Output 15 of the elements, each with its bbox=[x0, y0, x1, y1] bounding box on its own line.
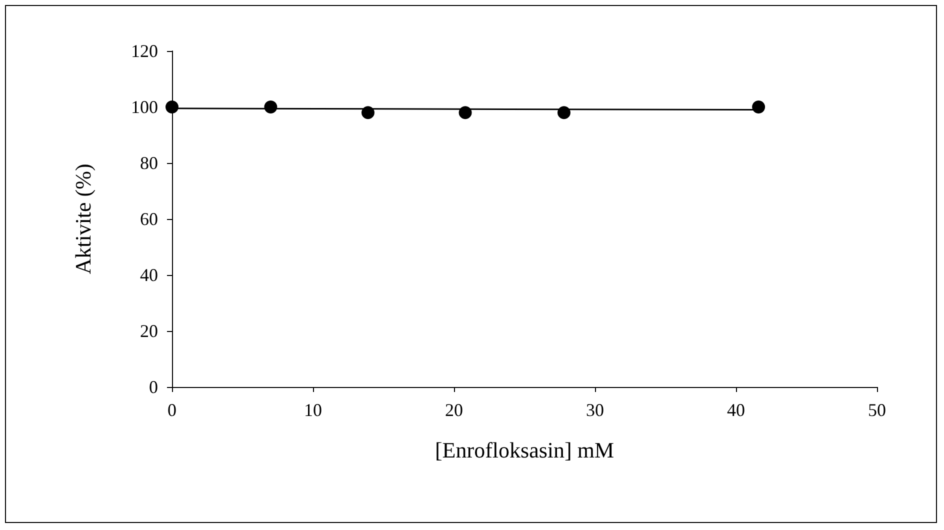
y-tick-label: 60 bbox=[140, 209, 158, 229]
x-axis-title: [Enrofloksasin] mM bbox=[434, 438, 614, 462]
y-tick-label: 0 bbox=[149, 377, 158, 397]
x-tick-label: 50 bbox=[868, 400, 886, 420]
y-tick-label: 80 bbox=[140, 153, 158, 173]
y-tick-label: 20 bbox=[140, 321, 158, 341]
y-tick-label: 40 bbox=[140, 265, 158, 285]
y-axis-title: Aktivite (%) bbox=[70, 164, 96, 274]
x-tick-label: 10 bbox=[304, 400, 322, 420]
x-tick-label: 20 bbox=[445, 400, 463, 420]
x-tick-label: 0 bbox=[168, 400, 176, 420]
x-tick-label: 30 bbox=[586, 400, 604, 420]
y-tick-label: 100 bbox=[131, 97, 158, 117]
x-tick-label: 40 bbox=[727, 400, 745, 420]
y-tick-label: 120 bbox=[131, 41, 158, 61]
